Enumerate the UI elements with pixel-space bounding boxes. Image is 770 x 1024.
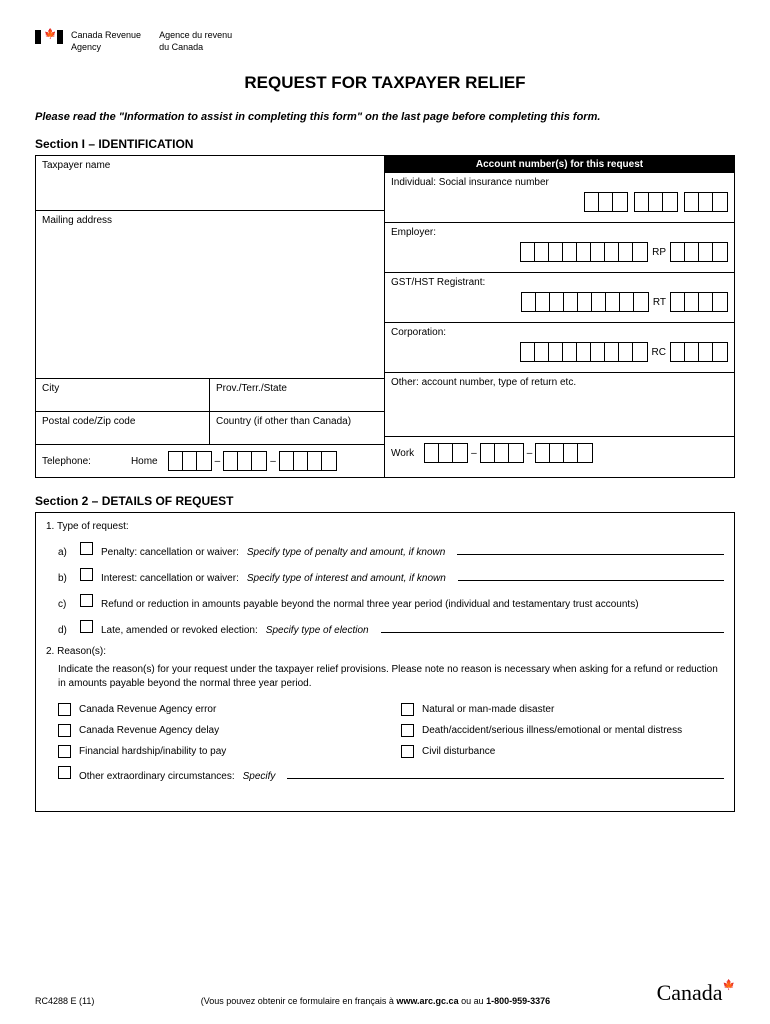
phone-home-row: Telephone: Home – – — [36, 445, 384, 477]
country-field[interactable]: Country (if other than Canada) — [210, 412, 384, 444]
section1-grid: Taxpayer name Mailing address City Prov.… — [35, 155, 735, 478]
type-c-row: c) Refund or reduction in amounts payabl… — [58, 594, 724, 610]
agency-fr-1: Agence du revenu — [159, 30, 232, 42]
type-a-fill[interactable] — [457, 554, 724, 555]
form-instruction: Please read the "Information to assist i… — [35, 111, 735, 123]
wordmark-text: Canada — [657, 980, 723, 1006]
corporation-label: Corporation: — [391, 327, 728, 338]
agency-en-2: Agency — [71, 42, 141, 54]
reason-5: Financial hardship/inability to pay — [79, 746, 226, 757]
letter-d: d) — [58, 625, 72, 636]
checkbox-b[interactable] — [80, 568, 93, 581]
taxpayer-name-field[interactable]: Taxpayer name — [36, 156, 384, 211]
footer-mid: ou au — [459, 996, 487, 1006]
checkbox-a[interactable] — [80, 542, 93, 555]
reasons-grid: Canada Revenue Agency error Natural or m… — [58, 703, 724, 782]
telephone-label: Telephone: — [42, 456, 91, 467]
letter-b: b) — [58, 573, 72, 584]
reasons-label: 2. Reason(s): — [46, 646, 724, 657]
employer-field[interactable]: Employer: RP — [385, 223, 734, 273]
canada-wordmark: Canada🍁 — [657, 980, 735, 1006]
individual-label: Individual: Social insurance number — [391, 177, 728, 188]
footer-center: (Vous pouvez obtenir ce formulaire en fr… — [94, 996, 656, 1006]
canada-flag-icon — [35, 30, 63, 44]
reason-2: Natural or man-made disaster — [422, 704, 554, 715]
corporation-field[interactable]: Corporation: RC — [385, 323, 734, 373]
reason-7-fill[interactable] — [287, 778, 724, 779]
type-d-italic: Specify type of election — [266, 625, 369, 636]
employer-suffix: RP — [652, 247, 666, 258]
checkbox-r2[interactable] — [401, 703, 414, 716]
letter-a: a) — [58, 547, 72, 558]
footer-pre: (Vous pouvez obtenir ce formulaire en fr… — [201, 996, 397, 1006]
work-phone-boxes[interactable]: – – — [424, 443, 593, 463]
checkbox-r6[interactable] — [401, 745, 414, 758]
type-b-italic: Specify type of interest and amount, if … — [247, 573, 446, 584]
reason-1: Canada Revenue Agency error — [79, 704, 216, 715]
mailing-address-field[interactable]: Mailing address — [36, 211, 384, 379]
type-a-text: Penalty: cancellation or waiver: — [101, 547, 239, 558]
section2-box: 1. Type of request: a) Penalty: cancella… — [35, 512, 735, 812]
reason-3: Canada Revenue Agency delay — [79, 725, 219, 736]
home-phone-boxes[interactable]: – – — [168, 451, 337, 471]
right-column: Account number(s) for this request Indiv… — [385, 156, 734, 477]
type-d-row: d) Late, amended or revoked election: Sp… — [58, 620, 724, 636]
type-of-request-label: 1. Type of request: — [46, 521, 724, 532]
other-account-field[interactable]: Other: account number, type of return et… — [385, 373, 734, 437]
left-column: Taxpayer name Mailing address City Prov.… — [36, 156, 385, 477]
checkbox-r1[interactable] — [58, 703, 71, 716]
checkbox-r3[interactable] — [58, 724, 71, 737]
checkbox-r7[interactable] — [58, 766, 71, 779]
prov-field[interactable]: Prov./Terr./State — [210, 379, 384, 411]
section1-header: Section I – IDENTIFICATION — [35, 137, 735, 151]
type-b-fill[interactable] — [458, 580, 724, 581]
page-footer: RC4288 E (11) (Vous pouvez obtenir ce fo… — [35, 980, 735, 1006]
footer-phone: 1-800-959-3376 — [486, 996, 550, 1006]
city-prov-row: City Prov./Terr./State — [36, 379, 384, 412]
reason-6: Civil disturbance — [422, 746, 495, 757]
home-label: Home — [131, 456, 158, 467]
phone-work-row: Work – – — [385, 437, 734, 469]
reason-7: Other extraordinary circumstances: — [79, 771, 235, 782]
agency-names: Canada Revenue Agency Agence du revenu d… — [71, 30, 232, 53]
individual-sin-field[interactable]: Individual: Social insurance number — [385, 173, 734, 223]
type-d-text: Late, amended or revoked election: — [101, 625, 258, 636]
employer-label: Employer: — [391, 227, 728, 238]
footer-url: www.arc.gc.ca — [396, 996, 458, 1006]
gst-field[interactable]: GST/HST Registrant: RT — [385, 273, 734, 323]
reasons-text: Indicate the reason(s) for your request … — [58, 663, 724, 691]
gst-suffix: RT — [653, 297, 666, 308]
work-label: Work — [391, 448, 414, 459]
type-d-fill[interactable] — [381, 632, 724, 633]
form-title: REQUEST FOR TAXPAYER RELIEF — [35, 73, 735, 93]
corp-suffix: RC — [652, 347, 666, 358]
account-header: Account number(s) for this request — [385, 156, 734, 173]
agency-fr-2: du Canada — [159, 42, 232, 54]
gst-label: GST/HST Registrant: — [391, 277, 728, 288]
checkbox-d[interactable] — [80, 620, 93, 633]
wordmark-flag-icon: 🍁 — [723, 980, 735, 991]
section2-header: Section 2 – DETAILS OF REQUEST — [35, 494, 735, 508]
reason-4: Death/accident/serious illness/emotional… — [422, 725, 682, 736]
type-b-row: b) Interest: cancellation or waiver: Spe… — [58, 568, 724, 584]
agency-en-1: Canada Revenue — [71, 30, 141, 42]
checkbox-r4[interactable] — [401, 724, 414, 737]
postal-country-row: Postal code/Zip code Country (if other t… — [36, 412, 384, 445]
type-a-italic: Specify type of penalty and amount, if k… — [247, 547, 445, 558]
type-a-row: a) Penalty: cancellation or waiver: Spec… — [58, 542, 724, 558]
type-c-text: Refund or reduction in amounts payable b… — [101, 599, 639, 610]
reason-7-italic: Specify — [243, 771, 276, 782]
checkbox-r5[interactable] — [58, 745, 71, 758]
city-field[interactable]: City — [36, 379, 210, 411]
postal-field[interactable]: Postal code/Zip code — [36, 412, 210, 444]
reasons-section: 2. Reason(s): Indicate the reason(s) for… — [46, 646, 724, 782]
letter-c: c) — [58, 599, 72, 610]
type-b-text: Interest: cancellation or waiver: — [101, 573, 239, 584]
form-id: RC4288 E (11) — [35, 996, 94, 1006]
checkbox-c[interactable] — [80, 594, 93, 607]
page-header: Canada Revenue Agency Agence du revenu d… — [35, 30, 735, 53]
